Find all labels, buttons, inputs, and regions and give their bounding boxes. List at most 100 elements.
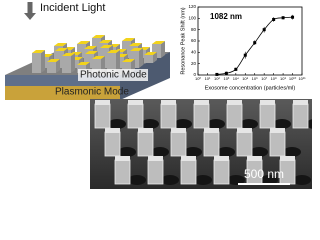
point	[291, 15, 295, 19]
figure: Incident Light Photonic Mode Plasmonic M…	[5, 2, 312, 189]
cube-front	[92, 59, 101, 73]
point	[262, 28, 266, 32]
annotation: 1082 nm	[210, 12, 242, 21]
hole	[141, 119, 159, 129]
hole	[207, 119, 225, 129]
plasmonic-mode: Plasmonic Mode	[55, 87, 129, 98]
pillar	[180, 159, 197, 185]
pillar-top	[95, 100, 110, 105]
cube-top	[54, 43, 67, 46]
pillar	[104, 131, 121, 157]
cube-top	[130, 48, 143, 51]
x-tick-label: 10³	[223, 76, 229, 81]
cube-front	[32, 53, 41, 73]
hole	[194, 175, 212, 185]
gold-layer	[5, 86, 120, 100]
cube-top	[77, 62, 90, 65]
cube-side	[153, 52, 157, 63]
pillar	[114, 159, 131, 185]
hole	[240, 119, 258, 129]
cube-top	[47, 59, 60, 62]
hole	[250, 147, 268, 157]
pillar	[170, 131, 187, 157]
cube-top	[84, 46, 97, 49]
hole	[161, 175, 179, 185]
hole	[227, 175, 245, 185]
y-tick-label: 40	[191, 50, 197, 55]
pillar-top	[204, 128, 219, 133]
pillar-top	[115, 156, 130, 161]
hole	[174, 119, 192, 129]
cube-top	[129, 43, 142, 46]
y-tick-label: 100	[188, 16, 196, 21]
cube-side	[161, 41, 165, 58]
cube-front	[144, 55, 153, 63]
x-tick-label: 10⁶	[252, 76, 258, 81]
pillar-top	[227, 100, 242, 105]
pillar-top	[260, 100, 275, 105]
pillar-top	[237, 128, 252, 133]
cube-top	[92, 35, 105, 38]
hole	[184, 147, 202, 157]
hole	[118, 147, 136, 157]
pillar	[226, 103, 243, 129]
hole	[273, 119, 291, 129]
y-axis-label: Resonance Peak Shift (nm)	[180, 7, 186, 74]
cube-front	[77, 44, 86, 58]
pillar-top	[293, 100, 308, 105]
pillar-top	[148, 156, 163, 161]
x-tick-label: 10¹	[205, 76, 211, 81]
micrograph	[90, 99, 312, 189]
illustration	[5, 35, 170, 100]
cube-top	[107, 50, 120, 53]
cube-top	[92, 56, 105, 59]
hole	[293, 175, 311, 185]
cube-front	[62, 56, 71, 73]
pillar	[193, 103, 210, 129]
pillar-top	[138, 128, 153, 133]
pillar	[213, 159, 230, 185]
hole	[260, 175, 278, 185]
pillar	[292, 103, 309, 129]
pillar-top	[161, 100, 176, 105]
x-tick-label: 10⁹	[280, 76, 286, 81]
x-tick-label: 10⁰	[195, 76, 201, 81]
x-tick-label: 10⁸	[271, 76, 277, 81]
cube-side	[56, 59, 60, 73]
point	[224, 71, 228, 75]
pillar	[127, 103, 144, 129]
cube-top	[99, 40, 112, 43]
pillar-top	[194, 100, 209, 105]
label-bg	[78, 69, 148, 81]
x-tick-label: 10⁵	[242, 76, 248, 81]
hole	[151, 147, 169, 157]
cube-side	[71, 53, 75, 73]
cube-side	[101, 56, 105, 73]
pillar-top	[105, 128, 120, 133]
pillar-top	[171, 128, 186, 133]
hole	[283, 147, 301, 157]
x-axis-label: Exosome concentration (particles/ml)	[205, 85, 296, 91]
cube-top	[100, 45, 113, 48]
pillar-top	[247, 156, 262, 161]
pillar	[259, 103, 276, 129]
cube-front	[122, 62, 131, 73]
cube-top	[122, 59, 135, 62]
cube-front	[152, 44, 161, 58]
pillar	[269, 131, 286, 157]
point	[215, 72, 219, 76]
x-tick-label: 10²	[214, 76, 220, 81]
cube-front	[85, 54, 94, 68]
point	[253, 41, 257, 45]
cube-top	[152, 41, 165, 44]
cube-side	[41, 50, 45, 73]
cube-side	[116, 50, 120, 73]
chart: 1082 nm Exosome concentration (particles…	[180, 4, 306, 91]
cube-top	[77, 41, 90, 44]
point	[281, 16, 285, 20]
cube-top	[122, 38, 135, 41]
cube-top	[32, 50, 45, 53]
cube-side	[139, 48, 143, 68]
hole	[128, 175, 146, 185]
pillar	[137, 131, 154, 157]
